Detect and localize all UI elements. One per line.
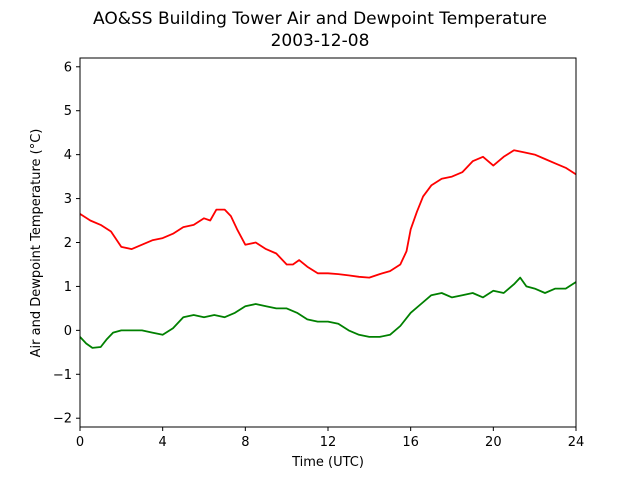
y-tick-label: 1 <box>64 280 72 295</box>
x-tick-label: 0 <box>76 435 84 450</box>
chart-subtitle: 2003-12-08 <box>271 31 370 51</box>
y-tick-label: 2 <box>64 236 72 251</box>
x-axis-label: Time (UTC) <box>291 455 364 470</box>
y-tick-label: 6 <box>64 60 72 75</box>
x-tick-label: 20 <box>485 435 502 450</box>
y-tick-label: −1 <box>53 368 72 383</box>
y-tick-label: 3 <box>64 192 72 207</box>
x-tick-label: 24 <box>568 435 585 450</box>
y-tick-label: 5 <box>64 104 72 119</box>
y-tick-label: −2 <box>53 412 72 427</box>
y-tick-label: 0 <box>64 324 72 339</box>
series-line-2 <box>79 276 577 349</box>
chart-title: AO&SS Building Tower Air and Dewpoint Te… <box>93 9 547 29</box>
series-layer <box>79 149 577 349</box>
series-line-1 <box>79 149 577 279</box>
y-axis-label: Air and Dewpoint Temperature (°C) <box>29 129 44 358</box>
y-tick-label: 4 <box>64 148 72 163</box>
x-tick-label: 16 <box>402 435 419 450</box>
x-tick-label: 12 <box>320 435 337 450</box>
x-tick-label: 4 <box>159 435 167 450</box>
x-tick-label: 8 <box>241 435 249 450</box>
plot-frame <box>79 57 577 428</box>
